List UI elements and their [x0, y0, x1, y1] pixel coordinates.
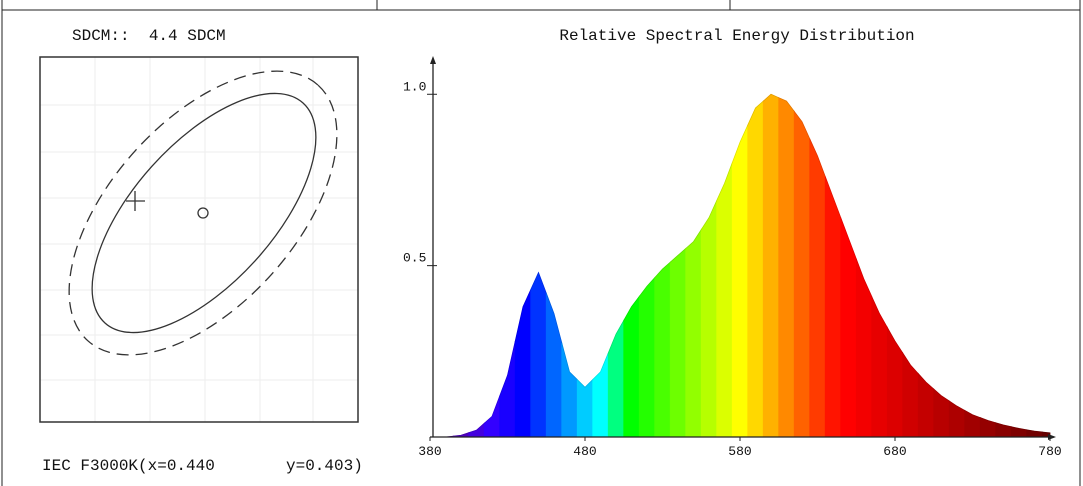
spectrum-strip [514, 289, 532, 438]
spectrum-strip [685, 228, 702, 438]
x-tick-label: 580 [728, 444, 751, 459]
spectrum-strip [824, 176, 842, 438]
spectrum-strip [902, 351, 919, 438]
spectrum-strip [561, 342, 578, 438]
spectrum-strip [793, 110, 811, 438]
spectrum-strip [917, 372, 935, 438]
cross-marker [126, 191, 145, 211]
spectrum-strip [530, 271, 547, 438]
y-tick-label: 0.5 [403, 251, 426, 266]
sdcm-grid [40, 57, 358, 422]
spectrum-outline [430, 93, 1051, 438]
chart-title: Relative Spectral Energy Distribution [559, 27, 914, 45]
spectrum-strip [623, 295, 640, 438]
footer-right: y=0.403) [286, 457, 363, 475]
y-tick-label: 1.0 [403, 79, 426, 94]
x-tick-label: 380 [418, 444, 441, 459]
ellipse-inner [91, 92, 317, 334]
x-tick-label: 780 [1038, 444, 1061, 459]
footer-left: IEC F3000K(x=0.440 [42, 457, 215, 475]
y-axis-arrow [430, 56, 436, 64]
spectrum-strip [840, 217, 857, 438]
spectrum-strip [871, 296, 888, 438]
spectrum-strip [638, 276, 656, 438]
sdcm-plot [39, 56, 359, 423]
spectrum-plot: 380 480 580 680 780 0.5 1.0 [403, 56, 1062, 459]
ellipse-outer [68, 70, 338, 356]
spectrum-strip [762, 93, 780, 438]
spectrum-strip [855, 258, 873, 438]
spectrum-strip [700, 200, 718, 438]
x-tick-label: 680 [883, 444, 906, 459]
spectrum-strip [809, 138, 826, 438]
spectrum-strip [654, 261, 671, 438]
spectrum-strip [731, 124, 749, 438]
spectrum-strip [607, 318, 625, 438]
x-tick-label: 480 [573, 444, 596, 459]
circle-marker [197, 207, 209, 219]
spectrum-strip [778, 97, 795, 438]
sdcm-heading: SDCM:: 4.4 SDCM [72, 27, 226, 45]
sdcm-box [39, 56, 359, 423]
spectrum-strip [747, 100, 764, 438]
spectrum-strip [716, 162, 733, 438]
spectrum-strip [669, 247, 687, 438]
x-axis-arrow [1048, 434, 1056, 440]
spectrum-strip [886, 325, 904, 438]
spectrum-strip [576, 378, 594, 438]
spectrum-strip [592, 352, 609, 438]
